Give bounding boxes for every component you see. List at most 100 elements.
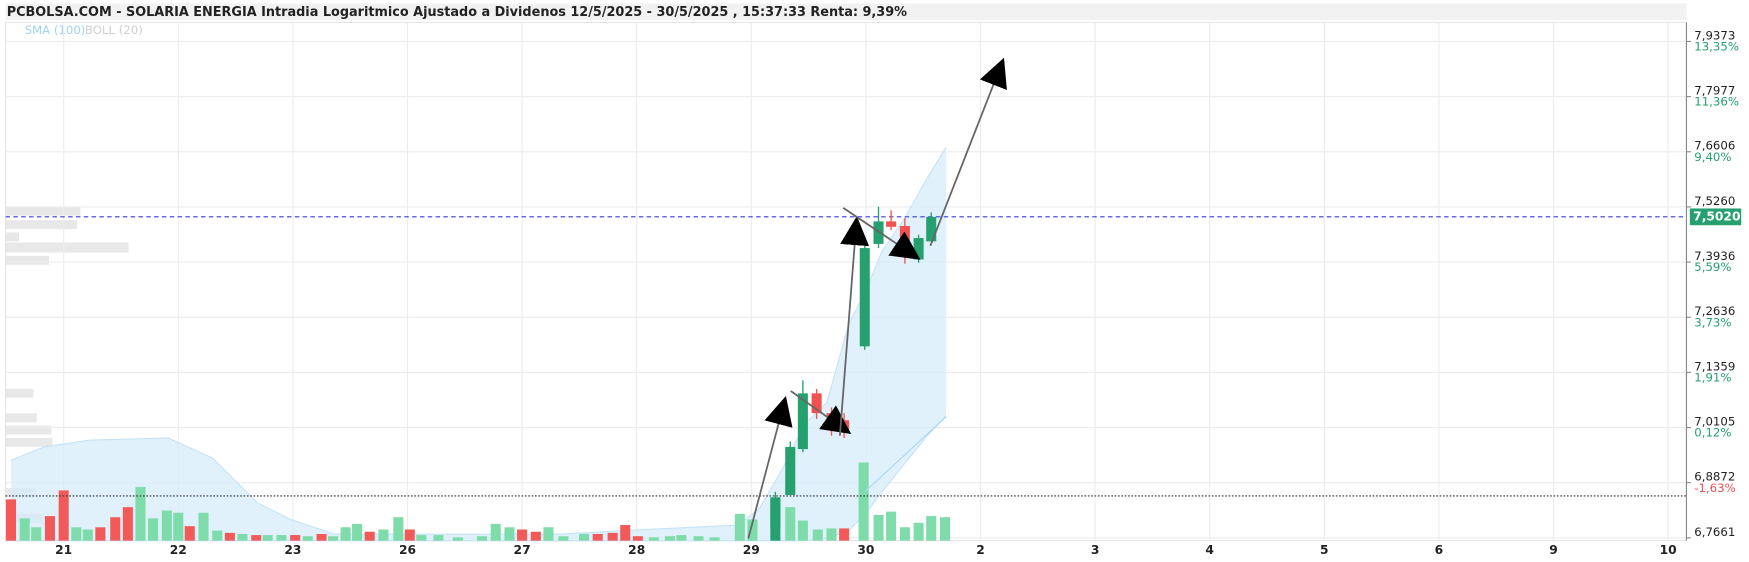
- volume-bar: [44, 516, 55, 541]
- y-return-label: 11,36%: [1694, 95, 1739, 109]
- volume-bar: [452, 537, 463, 541]
- volume-bar: [364, 531, 375, 541]
- y-return-label: -1,63%: [1694, 481, 1735, 495]
- volume-bar: [797, 520, 808, 541]
- y-return-label: 1,91%: [1694, 370, 1731, 384]
- candle-body: [886, 221, 897, 227]
- volume-bar: [58, 490, 69, 541]
- y-tick-label: 6,7661: [1694, 525, 1735, 539]
- y-return-label: 5,59%: [1694, 260, 1731, 274]
- volume-bar: [504, 527, 515, 541]
- volume-bar: [302, 536, 313, 541]
- volume-bar: [148, 518, 159, 541]
- volume-bar: [543, 527, 554, 541]
- volume-bar: [198, 512, 209, 541]
- volume-bar: [378, 529, 389, 541]
- y-tick-label: 7,7977: [1694, 84, 1735, 98]
- band-fill: [10, 147, 947, 541]
- x-tick-label: 28: [628, 543, 645, 557]
- volume-bar: [558, 536, 569, 541]
- last-price-label: 7,5020: [1693, 209, 1740, 223]
- y-return-label: 13,35%: [1694, 40, 1739, 54]
- x-tick-label: 21: [55, 543, 72, 557]
- y-tick-label: 7,1359: [1694, 359, 1735, 373]
- x-tick-label: 2: [976, 543, 985, 557]
- volume-bar: [826, 528, 837, 541]
- volume-bar: [316, 533, 327, 541]
- volume-bar: [812, 529, 823, 541]
- y-tick-label: 7,5260: [1694, 194, 1735, 208]
- x-tick-label: 6: [1435, 543, 1444, 557]
- candle-body: [785, 446, 796, 496]
- legend-sma: SMA (100): [25, 23, 86, 37]
- volume-bar: [899, 527, 910, 541]
- volume-bar: [404, 529, 415, 541]
- volume-bar: [632, 536, 643, 541]
- volume-bar: [262, 535, 273, 541]
- candle-body: [797, 393, 808, 450]
- y-return-label: 9,40%: [1694, 150, 1731, 164]
- y-tick-label: 7,0105: [1694, 414, 1735, 428]
- volume-bar: [939, 517, 951, 541]
- candle-body: [926, 216, 937, 242]
- volume-bar: [224, 532, 235, 541]
- volume-bar: [290, 535, 301, 541]
- volume-bar: [212, 530, 223, 541]
- volume-bar: [734, 513, 745, 541]
- volume-bar: [433, 535, 444, 541]
- x-tick-label: 22: [170, 543, 187, 557]
- sma-line: [864, 416, 947, 493]
- volume-bar: [276, 535, 287, 541]
- legend-boll: BOLL (20): [85, 23, 143, 37]
- volume-bar: [327, 536, 339, 541]
- volume-bar: [110, 517, 121, 541]
- volume-bar: [122, 507, 133, 541]
- volume-bar: [251, 535, 262, 541]
- volume-bar: [578, 533, 590, 541]
- x-tick-label: 10: [1660, 543, 1677, 557]
- volume-bar: [135, 487, 146, 541]
- volume-bar: [785, 507, 796, 541]
- volume-bar: [173, 512, 184, 541]
- x-tick-label: 30: [857, 543, 874, 557]
- volume-bar: [490, 523, 501, 541]
- x-tick-label: 27: [514, 543, 531, 557]
- candle-body: [770, 497, 781, 528]
- x-tick-label: 23: [284, 543, 301, 557]
- volume-bar: [607, 532, 618, 541]
- y-return-label: 0,12%: [1694, 426, 1731, 440]
- y-tick-label: 7,3936: [1694, 249, 1735, 263]
- volume-bar: [393, 517, 404, 541]
- volume-bar: [82, 529, 93, 541]
- volume-bar: [664, 536, 675, 541]
- chart-title: PCBOLSA.COM - SOLARIA ENERGIA Intradia L…: [7, 5, 907, 20]
- volume-bar: [416, 535, 427, 541]
- drawn-arrows: [747, 57, 1007, 539]
- volume-bar: [161, 510, 172, 541]
- volume-bar: [352, 523, 363, 541]
- x-tick-label: 3: [1091, 543, 1100, 557]
- volume-bar: [913, 522, 924, 541]
- last-price-box: [1689, 208, 1742, 226]
- x-tick-label: 26: [399, 543, 416, 557]
- volume-bar: [340, 527, 351, 541]
- y-tick-label: 6,8872: [1694, 470, 1735, 484]
- volume-bar: [517, 529, 528, 541]
- volume-bar: [237, 533, 248, 541]
- y-tick-label: 7,9373: [1694, 28, 1735, 42]
- volume-bar: [95, 527, 106, 541]
- x-tick-label: 4: [1205, 543, 1214, 557]
- volume-bar: [886, 511, 897, 541]
- volume-bar: [709, 537, 720, 541]
- candle-body: [811, 393, 822, 414]
- volume-bar: [184, 526, 195, 541]
- x-tick-label: 9: [1549, 543, 1558, 557]
- y-tick-label: 7,2636: [1694, 304, 1735, 318]
- volume-bar: [476, 536, 488, 541]
- volume-bar: [620, 525, 631, 541]
- volume-bar: [530, 531, 541, 541]
- volume-bar: [31, 527, 42, 541]
- x-tick-label: 5: [1320, 543, 1329, 557]
